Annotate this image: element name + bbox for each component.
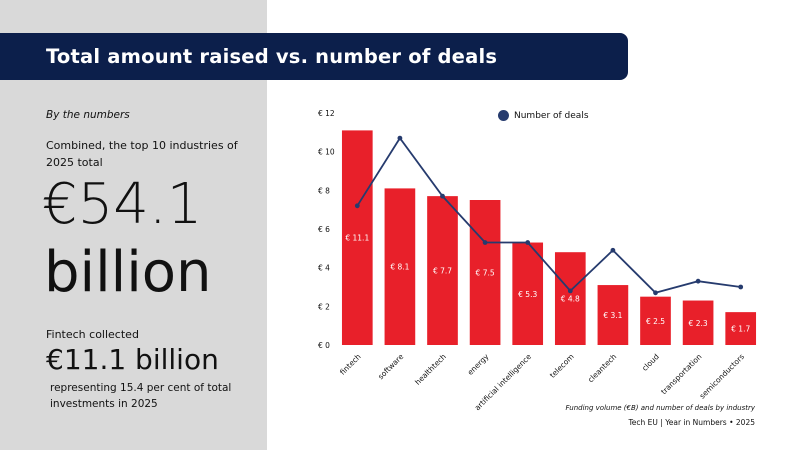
deals-point bbox=[440, 193, 445, 199]
bar-cleantech bbox=[597, 285, 629, 345]
bar-value-label: € 5.3 bbox=[518, 290, 537, 299]
combined-text: Combined, the top 10 industries of 2025 … bbox=[46, 139, 238, 169]
x-tick-label: telecom bbox=[548, 352, 576, 380]
deals-point bbox=[653, 290, 658, 296]
chart-credit: Tech EU | Year in Numbers • 2025 bbox=[628, 418, 755, 427]
bar-healthtech bbox=[427, 196, 458, 345]
x-tick-label: transportation bbox=[659, 352, 703, 396]
bar-value-label: € 1.7 bbox=[731, 325, 750, 334]
bar-artificial-intelligence bbox=[512, 242, 544, 345]
fintech-description: representing 15.4 per cent of total inve… bbox=[50, 382, 232, 410]
y-tick-label: € 4 bbox=[318, 264, 330, 273]
chart-legend: Number of deals bbox=[498, 110, 589, 121]
bar-transportation bbox=[682, 300, 714, 345]
legend-marker-icon bbox=[498, 110, 509, 121]
bar-value-label: € 8.1 bbox=[390, 263, 409, 272]
y-tick-label: € 10 bbox=[318, 148, 335, 157]
title-banner: Total amount raised vs. number of deals bbox=[0, 33, 628, 80]
deals-line bbox=[356, 136, 741, 294]
deals-point bbox=[610, 247, 616, 253]
bar-value-label: € 7.7 bbox=[433, 267, 452, 276]
bar-cloud bbox=[640, 296, 671, 345]
bar-software bbox=[384, 188, 416, 345]
fintech-label: Fintech collected bbox=[46, 328, 139, 341]
chart-caption: Funding volume (€B) and number of deals … bbox=[565, 404, 755, 412]
bar-value-label: € 11.1 bbox=[345, 234, 369, 243]
deals-point bbox=[397, 135, 403, 141]
bar-value-label: € 2.5 bbox=[646, 317, 665, 326]
deals-point bbox=[738, 284, 744, 290]
x-tick-label: energy bbox=[466, 352, 491, 377]
deals-point bbox=[567, 288, 573, 294]
bar-value-label: € 4.8 bbox=[561, 295, 580, 304]
bar-value-label: € 7.5 bbox=[476, 269, 495, 278]
x-tick-label: software bbox=[376, 352, 405, 381]
funding-chart: € 0 € 2 € 4 € 6 € 8 € 10 € 12 € 11.1 € 8.1 € 7.7 €… bbox=[318, 109, 757, 412]
deals-point bbox=[482, 240, 488, 245]
x-tick-label: cleantech bbox=[586, 352, 618, 384]
deals-point bbox=[525, 240, 531, 245]
x-tick-label: cloud bbox=[640, 352, 661, 373]
deals-point bbox=[354, 203, 360, 209]
y-tick-label: € 0 bbox=[318, 341, 330, 350]
bar-semiconductors bbox=[725, 312, 757, 345]
bar-fintech bbox=[341, 130, 373, 345]
legend-label: Number of deals bbox=[514, 110, 589, 121]
summary-subtitle: By the numbers bbox=[46, 109, 130, 121]
x-tick-label: fintech bbox=[338, 352, 363, 377]
total-unit: billion bbox=[44, 240, 212, 305]
fintech-amount: €11.1 billion bbox=[46, 343, 219, 376]
x-tick-label: healthtech bbox=[413, 352, 448, 387]
bar-value-label: € 2.3 bbox=[689, 319, 708, 328]
y-tick-label: € 2 bbox=[318, 302, 330, 311]
y-tick-label: € 8 bbox=[318, 186, 330, 195]
x-tick-label: semiconductors bbox=[698, 352, 747, 401]
y-tick-label: € 12 bbox=[318, 109, 335, 118]
total-amount: €54.1 bbox=[42, 172, 203, 237]
bar-value-label: € 3.1 bbox=[603, 311, 622, 320]
bar-telecom bbox=[554, 252, 586, 345]
page-title: Total amount raised vs. number of deals bbox=[46, 45, 498, 68]
deals-point bbox=[695, 278, 701, 284]
bar-energy bbox=[469, 200, 501, 345]
y-tick-label: € 6 bbox=[318, 225, 330, 234]
